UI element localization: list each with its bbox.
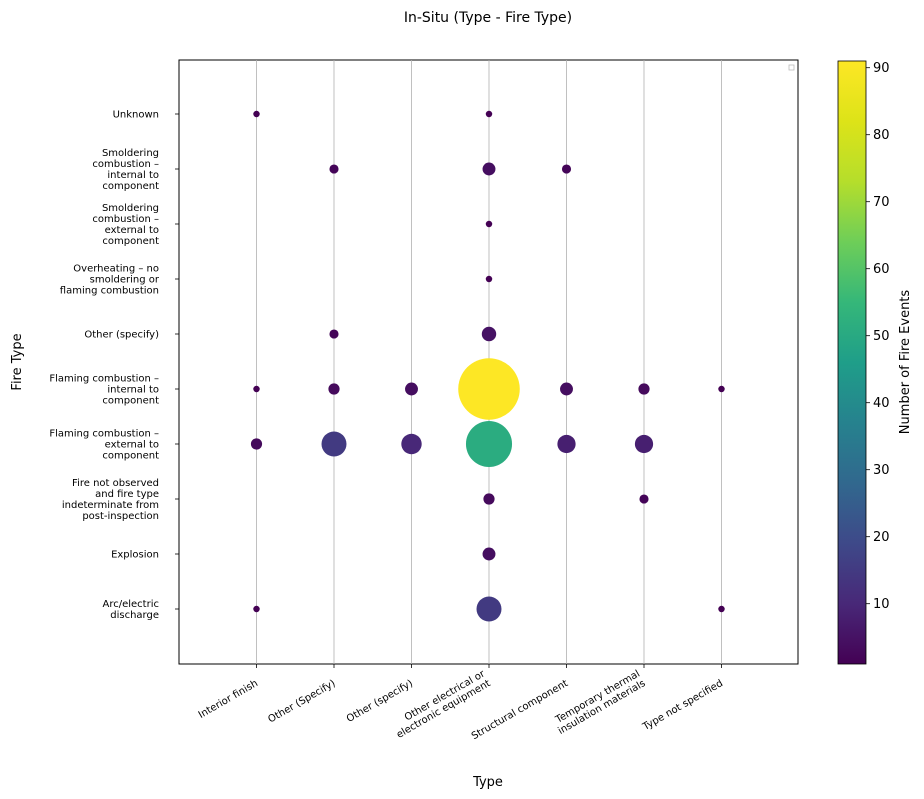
data-point (485, 275, 493, 283)
y-tick-label: Fire not observed and fire type indetermin… (62, 478, 159, 522)
data-point (561, 164, 572, 174)
y-tick-label: Unknown (113, 110, 159, 121)
data-point (465, 420, 513, 468)
colorbar-label: Number of Fire Events (898, 290, 913, 435)
data-point (329, 329, 339, 339)
colorbar-tick-label: 50 (873, 329, 890, 344)
y-tick-label: Overheating – no smoldering or flaming com… (60, 264, 160, 297)
chart-title: In-Situ (Type - Fire Type) (404, 10, 572, 26)
y-tick-label: Smoldering combustion – internal to compone… (92, 148, 159, 192)
data-point (253, 385, 260, 393)
x-tick-label: Type not specified (640, 678, 725, 733)
y-tick-label: Other (specify) (84, 330, 159, 341)
colorbar-tick-label: 40 (873, 396, 890, 411)
data-point (458, 358, 520, 420)
data-points (250, 110, 725, 622)
x-tick-label: Other (Specify) (266, 678, 337, 725)
data-point (329, 164, 339, 174)
data-point (253, 110, 260, 118)
colorbar-tick-label: 70 (873, 195, 890, 210)
colorbar-tick-label: 90 (873, 61, 890, 76)
colorbar-tick-label: 60 (873, 262, 890, 277)
grid-lines (256, 60, 722, 664)
data-point (638, 383, 650, 395)
data-point (718, 385, 725, 393)
data-point (481, 326, 497, 342)
colorbar-ticks: 10 20 30 40 50 60 70 80 90 (866, 61, 890, 612)
colorbar-gradient (837, 60, 867, 665)
data-point (482, 547, 496, 561)
plot-area: Interior finish Other (Specify) Other (spe… (49, 59, 799, 742)
data-point (482, 162, 496, 176)
data-point (401, 433, 422, 455)
data-point (560, 382, 573, 396)
data-point (405, 382, 418, 396)
y-axis-label: Fire Type (10, 333, 25, 390)
x-axis-ticks: Interior finish Other (Specify) Other (spe… (197, 664, 725, 742)
data-point (250, 438, 263, 450)
x-axis-label: Type (472, 775, 503, 790)
colorbar: 10 20 30 40 50 60 70 80 90 Number of Fire Events (837, 60, 913, 665)
x-tick-label: Interior finish (197, 678, 260, 721)
y-tick-label: Explosion (111, 550, 159, 561)
data-point (634, 434, 654, 454)
empty-legend (788, 64, 795, 71)
y-tick-label: Arc/electric discharge (103, 599, 160, 621)
data-point (483, 493, 495, 505)
colorbar-tick-label: 20 (873, 530, 890, 545)
x-tick-label: Temporary thermalinsulation materials (551, 669, 648, 737)
colorbar-tick-label: 80 (873, 128, 890, 143)
data-point (328, 383, 340, 395)
data-point (557, 434, 576, 454)
data-point (718, 605, 725, 613)
colorbar-tick-label: 10 (873, 597, 890, 612)
data-point (485, 110, 493, 118)
data-point (476, 596, 502, 622)
y-tick-label: Smoldering combustion – external to compone… (92, 203, 159, 247)
data-point (485, 220, 493, 228)
y-tick-label: Flaming combustion – external to component (49, 429, 159, 462)
data-point (321, 431, 347, 457)
y-tick-label: Flaming combustion – internal to component (49, 374, 159, 407)
colorbar-tick-label: 30 (873, 463, 890, 478)
data-point (639, 494, 649, 504)
y-axis-ticks: Arc/electric discharge Explosion Fire not o… (49, 110, 179, 621)
data-point (253, 605, 260, 613)
